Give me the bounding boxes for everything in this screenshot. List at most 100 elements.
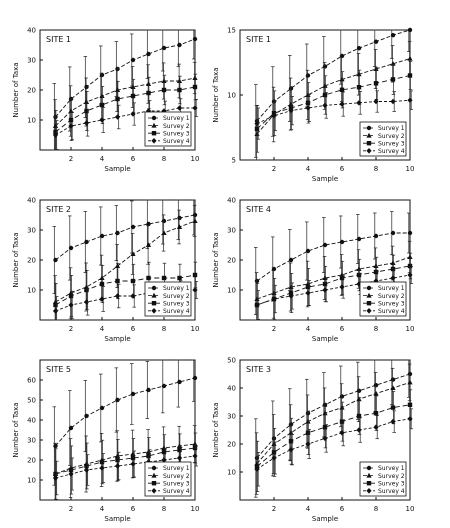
data-point <box>407 416 413 422</box>
series-group <box>52 204 198 321</box>
y-tick-label: 10 <box>27 287 36 295</box>
data-point <box>161 457 167 463</box>
series-group <box>254 389 413 492</box>
data-point <box>53 471 58 477</box>
legend-entry: Survey 2 <box>378 133 405 140</box>
x-tick-label: 10 <box>406 325 415 333</box>
series-line <box>55 377 196 447</box>
data-point <box>390 230 396 236</box>
data-point <box>373 39 379 44</box>
data-point <box>305 100 311 105</box>
data-point <box>192 375 198 381</box>
x-tick-label: 8 <box>374 165 378 173</box>
series-line <box>55 220 196 303</box>
legend-marker <box>366 148 372 154</box>
data-point <box>68 293 74 299</box>
chart-panel: 2 4 6 8 10 10 20 30 40 SITE 1 Sample Number of Taxa… <box>12 27 199 174</box>
data-point <box>390 98 396 105</box>
x-tick-label: 2 <box>272 325 276 333</box>
data-point <box>176 455 183 461</box>
data-point <box>192 218 198 223</box>
data-point <box>68 123 74 129</box>
data-point <box>146 275 151 281</box>
legend-entry: Survey 3 <box>163 130 190 137</box>
y-tick-label: 15 <box>227 27 236 35</box>
legend-entry: Survey 1 <box>378 125 405 132</box>
series-group <box>254 90 413 140</box>
legend-entry: Survey 1 <box>163 465 190 472</box>
legend-marker <box>151 138 157 144</box>
data-point <box>130 111 136 117</box>
x-tick-label: 2 <box>272 505 276 513</box>
data-point <box>390 385 396 390</box>
legend-marker <box>151 481 157 486</box>
series-group <box>254 363 413 495</box>
legend-entry: Survey 2 <box>378 473 405 480</box>
data-point <box>192 272 198 278</box>
data-point <box>177 275 182 281</box>
x-tick-label: 6 <box>340 505 345 513</box>
y-tick-label: 30 <box>227 413 236 421</box>
x-tick-label: 6 <box>131 325 136 333</box>
x-tick-label: 4 <box>100 325 105 333</box>
x-tick-label: 4 <box>306 165 311 173</box>
y-tick-label: 10 <box>227 469 236 477</box>
x-tick-label: 8 <box>162 155 166 163</box>
y-tick-label: 5 <box>232 157 236 165</box>
x-tick-label: 10 <box>191 155 200 163</box>
legend-entry: Survey 2 <box>163 293 190 300</box>
data-point <box>305 418 311 424</box>
plot-frame <box>239 359 411 501</box>
data-point <box>99 233 105 239</box>
data-point <box>176 105 183 111</box>
x-tick-label: 10 <box>406 505 415 513</box>
data-point <box>192 84 198 90</box>
legend-marker <box>151 472 157 478</box>
data-point <box>254 126 260 131</box>
legend-entry: Survey 4 <box>163 308 190 315</box>
panel-title: SITE 2 <box>46 205 71 214</box>
data-point <box>99 72 105 78</box>
series-line <box>256 274 411 306</box>
data-point <box>305 73 311 78</box>
data-point <box>288 293 294 299</box>
data-point <box>68 117 74 123</box>
legend-marker <box>151 285 157 291</box>
data-point <box>356 427 362 433</box>
legend-entry: Survey 4 <box>378 148 405 155</box>
series-line <box>256 29 411 122</box>
data-point <box>271 436 277 441</box>
data-point <box>130 93 136 99</box>
data-point <box>339 87 345 92</box>
data-point <box>373 269 379 275</box>
legend-entry: Survey 3 <box>378 300 405 307</box>
data-point <box>68 302 74 308</box>
chart-panel: 2 4 6 8 10 5 10 15 SITE 1 Sample Number of Taxa Sur… <box>212 27 414 184</box>
data-point <box>356 85 362 90</box>
data-point <box>53 114 58 120</box>
data-point <box>130 461 136 467</box>
data-point <box>288 257 294 263</box>
data-point <box>390 275 396 281</box>
data-point <box>130 391 136 397</box>
legend-marker <box>151 115 157 121</box>
data-point <box>192 445 198 451</box>
data-point <box>356 272 362 278</box>
x-tick-label: 8 <box>162 325 166 333</box>
y-tick-label: 20 <box>27 87 36 95</box>
series-group <box>52 199 198 294</box>
data-point <box>339 284 345 290</box>
data-point <box>322 410 328 416</box>
series-group <box>53 432 198 500</box>
data-point <box>176 224 183 229</box>
series-line <box>55 38 196 118</box>
data-point <box>373 263 379 268</box>
data-point <box>130 84 136 89</box>
data-point <box>271 296 277 302</box>
data-point <box>356 46 362 51</box>
data-point <box>373 233 379 239</box>
data-point <box>373 81 379 86</box>
